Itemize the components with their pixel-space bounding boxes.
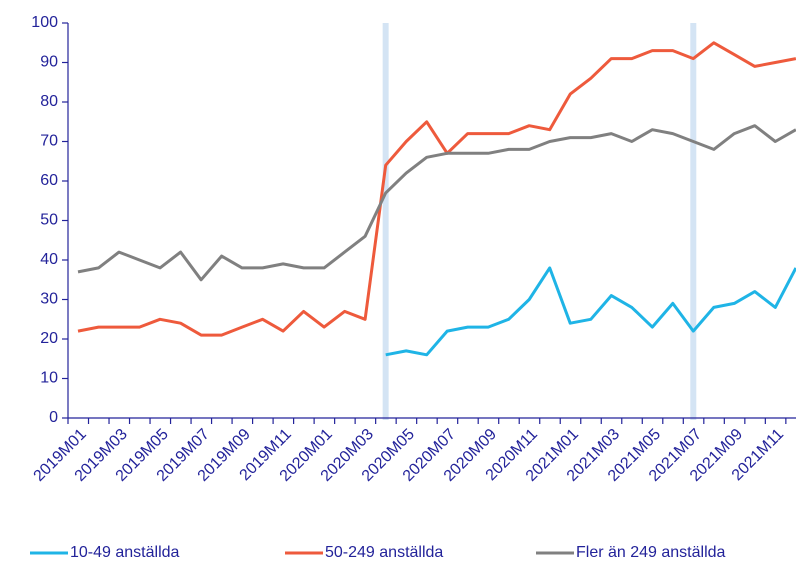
y-tick-label: 60 [40,172,58,189]
y-tick-label: 30 [40,291,58,308]
series-line [385,266,796,357]
y-tick-label: 50 [40,212,58,229]
highlight-band [382,23,389,420]
y-tick-label: 10 [40,370,58,387]
series-line [77,41,796,337]
y-tick-label: 20 [40,330,58,347]
legend-label: 50-249 anställda [325,544,443,561]
highlight-band [690,23,697,420]
y-tick-label: 0 [49,409,58,426]
y-tick-label: 80 [40,93,58,110]
series-line [77,124,796,282]
y-tick-label: 70 [40,133,58,150]
legend-label: 10-49 anställda [70,544,180,561]
y-tick-label: 90 [40,54,58,71]
legend-label: Fler än 249 anställda [576,544,726,561]
y-tick-label: 40 [40,251,58,268]
y-tick-label: 100 [31,14,58,31]
